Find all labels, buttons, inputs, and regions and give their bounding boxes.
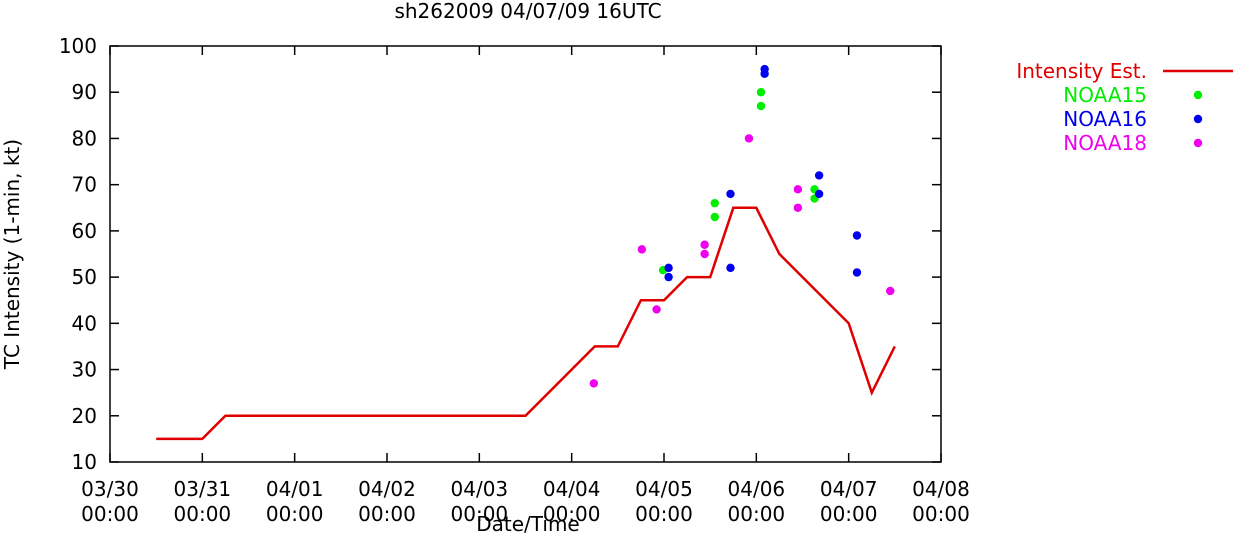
y-tick-label: 70 <box>72 173 97 197</box>
x-tick-label-date: 04/02 <box>358 477 416 501</box>
x-tick-label-date: 04/04 <box>543 477 601 501</box>
x-tick-label-date: 03/30 <box>81 477 139 501</box>
data-point-noaa18 <box>793 203 803 212</box>
series-layer <box>156 64 896 441</box>
x-tick-label-date: 03/31 <box>174 477 232 501</box>
x-tick-label-time: 00:00 <box>451 502 509 526</box>
legend-swatch-noaa16 <box>1193 114 1203 124</box>
series-line-intensity-est <box>156 206 896 441</box>
legend-swatch-noaa15 <box>1193 90 1203 100</box>
data-point-noaa18 <box>886 286 895 296</box>
data-point-noaa18 <box>700 240 709 249</box>
data-point-noaa16 <box>664 263 673 273</box>
y-tick-label: 60 <box>72 219 97 243</box>
x-tick-label-time: 00:00 <box>728 502 786 526</box>
data-point-noaa15 <box>756 101 766 111</box>
chart-title: sh262009 04/07/09 16UTC <box>394 0 661 23</box>
y-tick-label: 40 <box>72 311 97 335</box>
y-tick-label: 100 <box>59 34 97 58</box>
legend-label-noaa15: NOAA15 <box>1063 83 1147 107</box>
axis-ticks <box>109 45 942 463</box>
x-tick-label-time: 00:00 <box>912 502 970 526</box>
x-tick-label-time: 00:00 <box>174 502 232 526</box>
x-tick-labels: 03/3000:0003/3100:0004/0100:0004/0200:00… <box>81 477 970 526</box>
data-point-noaa16 <box>814 189 824 199</box>
y-tick-label: 20 <box>72 404 97 428</box>
y-tick-label: 10 <box>72 450 97 474</box>
y-axis-label: TC Intensity (1-min, kt) <box>0 139 24 370</box>
x-tick-label-date: 04/05 <box>635 477 693 501</box>
x-tick-label-date: 04/08 <box>912 477 970 501</box>
data-point-noaa18 <box>652 305 661 314</box>
y-tick-label: 30 <box>72 358 97 382</box>
y-tick-label: 90 <box>72 80 97 104</box>
x-tick-label-time: 00:00 <box>266 502 324 526</box>
legend-label-intensity-est: Intensity Est. <box>1016 59 1147 83</box>
data-point-noaa16 <box>664 272 673 282</box>
x-tick-label-time: 00:00 <box>358 502 416 526</box>
data-point-noaa15 <box>756 88 766 97</box>
x-tick-label-time: 00:00 <box>820 502 878 526</box>
x-tick-label-date: 04/03 <box>451 477 509 501</box>
x-tick-label-date: 04/07 <box>820 477 878 501</box>
data-point-noaa15 <box>710 198 719 208</box>
data-point-noaa15 <box>710 212 719 222</box>
x-tick-label-date: 04/01 <box>266 477 324 501</box>
data-point-noaa18 <box>793 185 803 194</box>
data-point-noaa16 <box>852 268 862 277</box>
legend-label-noaa18: NOAA18 <box>1063 131 1147 155</box>
data-point-noaa16 <box>852 231 862 240</box>
y-tick-label: 80 <box>72 126 97 150</box>
x-tick-label-time: 00:00 <box>543 502 601 526</box>
data-point-noaa18 <box>637 245 647 254</box>
y-tick-label: 50 <box>72 265 97 289</box>
data-point-noaa18 <box>700 249 709 259</box>
data-point-noaa18 <box>589 379 599 388</box>
x-tick-label-time: 00:00 <box>81 502 139 526</box>
plot-frame <box>109 45 942 463</box>
x-tick-label-time: 00:00 <box>635 502 693 526</box>
plot-area-border <box>109 45 942 463</box>
x-tick-label-date: 04/06 <box>728 477 786 501</box>
x-axis-label: Date/Time <box>476 512 580 533</box>
data-point-noaa16 <box>814 171 824 180</box>
legend-swatch-noaa18 <box>1193 138 1203 148</box>
data-point-noaa16 <box>760 69 769 78</box>
data-point-noaa16 <box>726 263 735 273</box>
data-point-noaa16 <box>726 189 735 199</box>
y-tick-labels: 10 20 30 40 50 60 70 80 90 100 <box>59 34 97 474</box>
data-point-noaa18 <box>744 134 754 143</box>
legend-label-noaa16: NOAA16 <box>1063 107 1147 131</box>
